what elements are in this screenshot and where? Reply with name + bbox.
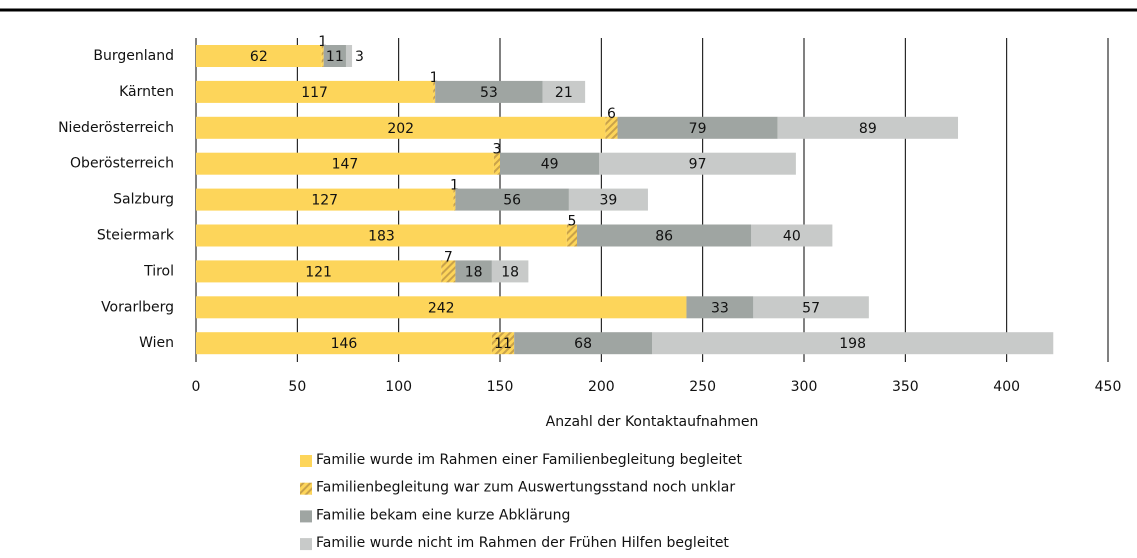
- bar-segment: [196, 116, 606, 139]
- bar-segment: [323, 45, 346, 67]
- bar-segment: [196, 188, 454, 211]
- bar-segment: [514, 332, 652, 355]
- value-label: 18: [501, 264, 519, 280]
- x-tick-label: 50: [288, 379, 306, 395]
- x-tick-label: 300: [791, 379, 818, 395]
- bar-segment: [435, 80, 543, 103]
- category-label: Burgenland: [93, 48, 174, 64]
- legend-label: Familienbegleitung war zum Auswertungsst…: [316, 480, 735, 496]
- value-label: 56: [503, 193, 521, 209]
- bar-segment: [500, 152, 600, 175]
- bar-segment: [753, 296, 869, 319]
- value-label: 6: [607, 106, 616, 122]
- legend-swatch: [300, 510, 312, 523]
- legend-label: Familie bekam eine kurze Abklärung: [316, 507, 570, 523]
- value-label: 49: [541, 157, 559, 173]
- x-tick-label: 200: [588, 379, 615, 395]
- bar-segment: [751, 224, 833, 247]
- bar-segment: [196, 152, 494, 175]
- bar-segment: [453, 188, 456, 211]
- value-label: 68: [574, 336, 592, 352]
- bar-segment: [321, 45, 324, 67]
- bar-segment: [686, 296, 754, 319]
- legend-label: Familie wurde im Rahmen einer Familienbe…: [316, 452, 742, 468]
- bar-segment: [441, 260, 456, 283]
- value-label: 202: [387, 121, 414, 137]
- value-label: 79: [689, 121, 707, 137]
- bar-segment: [652, 332, 1054, 355]
- category-label: Wien: [139, 335, 174, 351]
- bar-segment: [605, 116, 618, 139]
- bar-segment: [493, 152, 500, 175]
- legend-label: Familie wurde nicht im Rahmen der Frühen…: [316, 535, 729, 551]
- value-label: 117: [301, 85, 328, 101]
- value-label: 11: [326, 49, 344, 65]
- value-label: 7: [444, 249, 453, 265]
- bar-segment: [566, 224, 578, 247]
- bar-segment: [617, 116, 778, 139]
- bar-segment: [491, 260, 529, 283]
- bar-segment: [196, 260, 442, 283]
- x-tick-label: 450: [1095, 379, 1122, 395]
- value-label: 40: [783, 229, 801, 245]
- category-label: Niederösterreich: [58, 120, 174, 136]
- value-label: 3: [492, 142, 501, 158]
- value-label: 11: [494, 336, 512, 352]
- value-label: 57: [802, 300, 820, 316]
- x-tick-label: 350: [892, 379, 919, 395]
- value-label: 147: [332, 157, 359, 173]
- bar-segment: [455, 260, 492, 283]
- x-tick-label: 400: [993, 379, 1020, 395]
- bar-segment: [433, 80, 436, 103]
- value-label: 97: [689, 157, 707, 173]
- category-label: Tirol: [143, 263, 174, 279]
- bar-segment: [196, 80, 434, 103]
- legend-swatch: [300, 455, 312, 467]
- value-label: 5: [567, 214, 576, 230]
- value-label: 86: [655, 229, 673, 245]
- value-label: 183: [368, 229, 395, 245]
- bar-segment: [196, 332, 492, 355]
- value-label: 39: [600, 193, 618, 209]
- bar-segment: [542, 80, 586, 103]
- bar-segment: [455, 188, 569, 211]
- value-label: 121: [305, 264, 332, 280]
- bar-segment: [491, 332, 515, 355]
- legend-swatch: [300, 538, 312, 551]
- category-label: Steiermark: [97, 228, 175, 244]
- bar-segment: [196, 45, 322, 67]
- value-label: 62: [250, 49, 268, 65]
- value-label: 1: [318, 34, 327, 50]
- bar-segment: [196, 296, 687, 319]
- value-label: 33: [711, 300, 729, 316]
- bar-segment: [345, 45, 353, 67]
- x-axis-label: Anzahl der Kontaktaufnahmen: [546, 414, 759, 430]
- x-tick-label: 0: [192, 379, 201, 395]
- value-label: 127: [311, 193, 338, 209]
- bar-segment: [577, 224, 752, 247]
- x-tick-label: 100: [385, 379, 412, 395]
- bar-segment: [568, 188, 648, 211]
- x-tick-label: 150: [487, 379, 514, 395]
- value-label: 198: [839, 336, 866, 352]
- value-label: 146: [331, 336, 358, 352]
- category-label: Vorarlberg: [101, 299, 174, 315]
- value-label: 53: [480, 85, 498, 101]
- category-label: Kärnten: [119, 84, 174, 100]
- category-label: Salzburg: [113, 192, 174, 208]
- category-label: Oberösterreich: [70, 156, 174, 172]
- bar-segment: [777, 116, 959, 139]
- value-label: 18: [465, 264, 483, 280]
- value-label: 1: [450, 178, 459, 194]
- bar-segment: [599, 152, 796, 175]
- value-label: 1: [430, 70, 439, 86]
- value-label: 242: [428, 300, 455, 316]
- x-tick-label: 250: [689, 379, 716, 395]
- bar-segment: [196, 224, 567, 247]
- value-label: 89: [859, 121, 877, 137]
- value-label: 21: [555, 85, 573, 101]
- value-label: 3: [355, 49, 364, 65]
- legend-swatch: [300, 482, 312, 495]
